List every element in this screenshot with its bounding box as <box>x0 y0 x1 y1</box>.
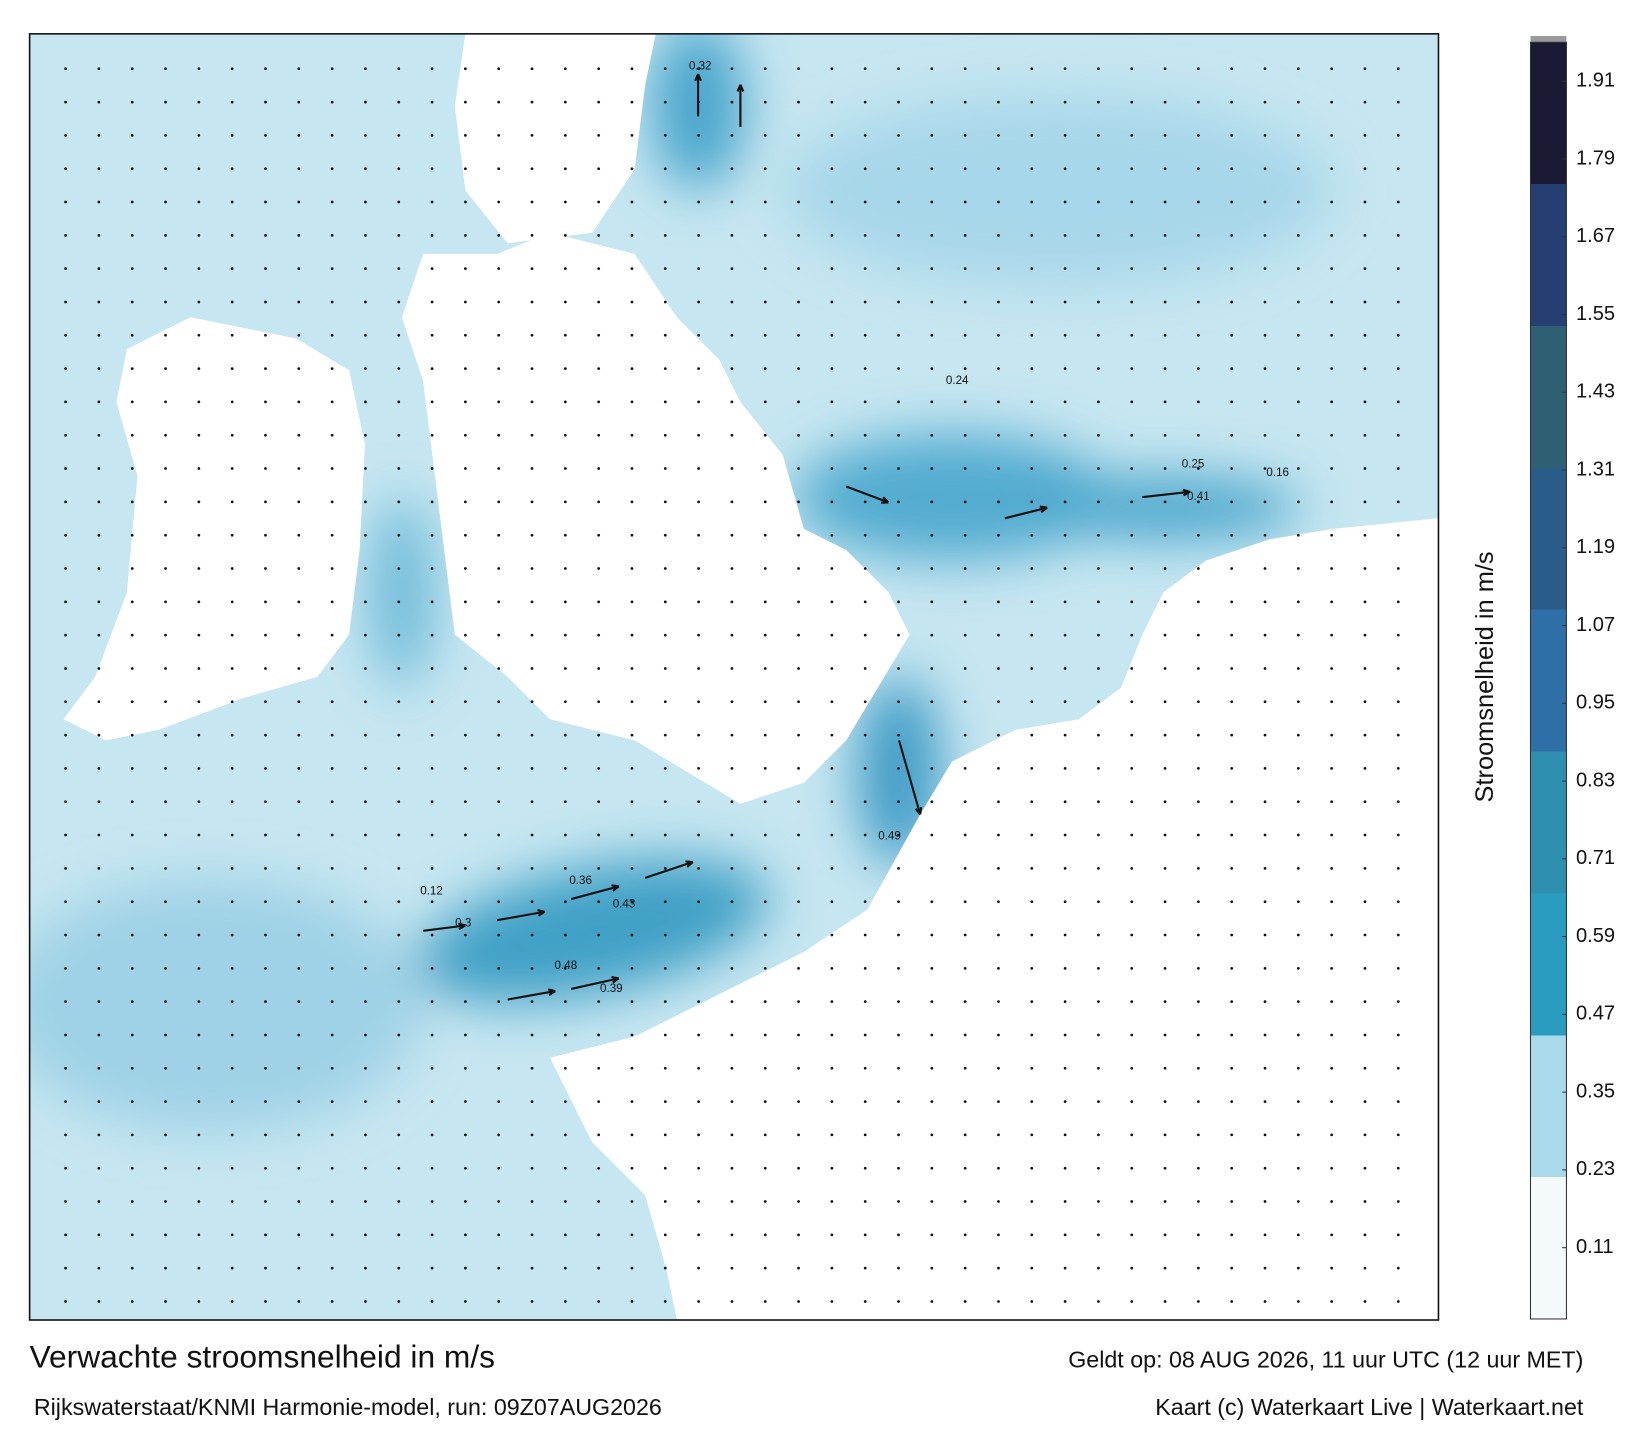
map-value-label: 0.39 <box>600 982 623 995</box>
current-arrow <box>736 84 745 127</box>
map-value-label: 0.3 <box>455 916 471 929</box>
colorbar-tick-label: 0.23 <box>1576 1158 1615 1180</box>
current-arrow <box>570 975 620 990</box>
subtitle: Rijkswaterstaat/KNMI Harmonie-model, run… <box>34 1394 662 1420</box>
colorbar-tick-label: 1.67 <box>1576 225 1615 247</box>
title: Verwachte stroomsnelheid in m/s <box>30 1339 495 1375</box>
map: 0.41 0.43 0.48 0.49 0.36 0.39 0.32 0.24 0.25 0.3 0… <box>29 33 1439 1321</box>
colorbar-tick-label: 0.83 <box>1576 769 1615 791</box>
credit: Kaart (c) Waterkaart Live | Waterkaart.n… <box>1155 1394 1584 1420</box>
current-arrow <box>845 485 890 504</box>
colorbar-tick-label: 1.07 <box>1576 614 1615 636</box>
map-value-label: 0.48 <box>555 959 578 972</box>
colorbar-tick-label: 0.71 <box>1576 847 1615 869</box>
current-arrow <box>694 73 702 117</box>
colorbar <box>1529 41 1567 1320</box>
colorbar-tick-label: 1.91 <box>1576 70 1615 92</box>
map-value-label: 0.32 <box>689 60 712 73</box>
current-arrow <box>422 922 466 932</box>
colorbar-tick-label: 1.55 <box>1576 303 1615 325</box>
current-arrow <box>644 860 694 879</box>
colorbar-cap <box>1530 35 1567 43</box>
colorbar-tick-label: 1.19 <box>1576 536 1615 558</box>
colorbar-tick-label: 0.59 <box>1576 925 1615 947</box>
colorbar-label: Stroomsnelheid in m/s <box>1471 551 1499 802</box>
map-value-label: 0.49 <box>878 830 901 843</box>
map-labels: 0.41 0.43 0.48 0.49 0.36 0.39 0.32 0.24 0.25 0.3 0… <box>420 60 1289 995</box>
current-areas <box>29 33 1333 1132</box>
map-value-label: 0.16 <box>1266 466 1289 479</box>
current-arrow <box>1142 488 1191 499</box>
colorbar-ticks: 0.11 0.23 0.35 0.47 0.59 0.71 0.83 0.95 1.07 1.19… <box>1562 70 1615 1258</box>
colorbar-tick-label: 1.31 <box>1576 458 1615 480</box>
current-arrow <box>898 740 923 816</box>
colorbar-tick-label: 0.95 <box>1576 692 1615 714</box>
current-arrow <box>507 988 556 1001</box>
current-arrow <box>1004 505 1048 520</box>
map-value-label: 0.25 <box>1182 457 1205 470</box>
current-arrow <box>570 884 620 901</box>
map-frame <box>28 33 1440 1321</box>
map-value-label: 0.43 <box>613 897 636 910</box>
grid-dots <box>64 67 1400 1303</box>
colorbar-tick-label: 0.35 <box>1576 1080 1615 1102</box>
map-value-label: 0.36 <box>569 874 592 887</box>
colorbar-tick-label: 0.11 <box>1576 1236 1614 1258</box>
colorbar-tick-label: 0.47 <box>1576 1003 1615 1025</box>
land <box>63 33 1439 1321</box>
colorbar-tick-label: 1.43 <box>1576 381 1615 403</box>
valid-time: Geldt op: 08 AUG 2026, 11 uur UTC (12 uu… <box>1068 1346 1583 1372</box>
map-value-label: 0.12 <box>420 885 443 898</box>
map-value-label: 0.41 <box>1187 490 1210 503</box>
colorbar-tick-label: 1.79 <box>1576 147 1615 169</box>
map-value-label: 0.24 <box>946 374 969 387</box>
current-arrow <box>496 909 546 922</box>
